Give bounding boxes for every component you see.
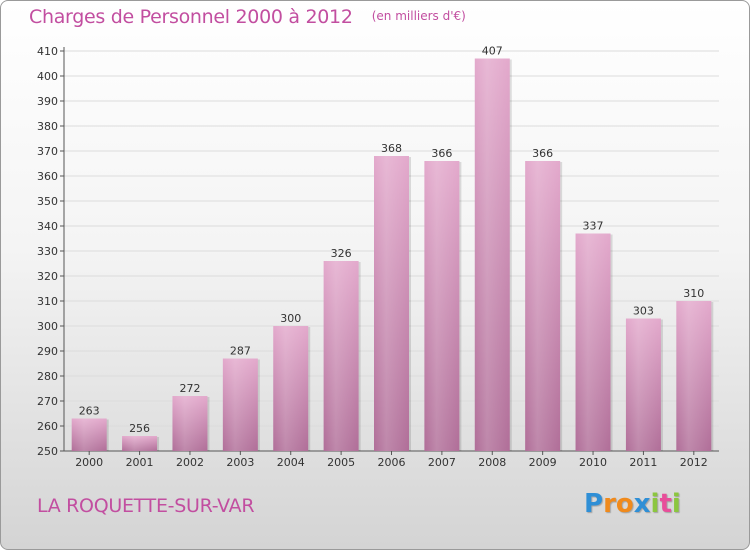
logo-letter: x	[633, 489, 651, 519]
y-tick-label: 400	[37, 70, 58, 83]
logo-letter: P	[584, 489, 604, 519]
bar-layer	[71, 58, 714, 451]
bar-highlight	[575, 233, 611, 451]
y-tick-label: 340	[37, 220, 58, 233]
bar-highlight	[625, 318, 661, 451]
proxiti-logo: Proxiti	[584, 489, 681, 519]
logo-letter: o	[615, 489, 634, 519]
y-tick-label: 320	[37, 270, 58, 283]
data-label: 368	[381, 142, 402, 155]
data-label: 263	[79, 405, 100, 418]
x-tick-label: 2005	[327, 456, 355, 469]
y-tick-label: 370	[37, 145, 58, 158]
bar-highlight	[374, 156, 409, 451]
data-label: 310	[683, 287, 704, 300]
data-label: 337	[583, 220, 604, 233]
logo-letter: t	[659, 489, 672, 519]
bar-highlight	[676, 301, 712, 451]
data-label: 272	[179, 382, 200, 395]
x-tick-label: 2002	[176, 456, 204, 469]
x-tick-label: 2011	[629, 456, 657, 469]
chart-subtitle: (en milliers d'€)	[371, 9, 466, 23]
label-layer: 2000 263 2001 256 2002 272 2003 287 2004 300 2005 3…	[75, 45, 708, 470]
y-tick-label: 310	[37, 295, 58, 308]
x-tick-label: 2006	[378, 456, 406, 469]
data-label: 407	[482, 45, 503, 58]
y-tick-label: 330	[37, 245, 58, 258]
y-tick-label: 410	[37, 45, 58, 58]
data-label: 303	[633, 305, 654, 318]
data-label: 287	[230, 345, 251, 358]
y-tick-label: 390	[37, 95, 58, 108]
bar-highlight	[71, 418, 107, 451]
y-tick-label: 290	[37, 345, 58, 358]
title-row: Charges de Personnel 2000 à 2012 (en mil…	[29, 6, 466, 28]
y-tick-label: 360	[37, 170, 58, 183]
bar-highlight	[525, 161, 561, 451]
chart-title: Charges de Personnel 2000 à 2012	[29, 6, 353, 28]
y-tick-label: 350	[37, 195, 58, 208]
x-tick-label: 2012	[680, 456, 708, 469]
bar-highlight	[424, 161, 460, 451]
bar-highlight	[122, 436, 158, 451]
data-label: 300	[280, 312, 301, 325]
bar-highlight	[273, 326, 309, 451]
bar-highlight	[323, 261, 359, 451]
y-tick-label: 280	[37, 370, 58, 383]
y-tick-label: 260	[37, 420, 58, 433]
bar-highlight	[474, 58, 510, 451]
x-tick-label: 2007	[428, 456, 456, 469]
data-label: 256	[129, 422, 150, 435]
data-label: 366	[431, 147, 452, 160]
x-tick-label: 2009	[529, 456, 557, 469]
bar-highlight	[172, 396, 208, 451]
logo-letter: i	[650, 489, 660, 519]
data-label: 366	[532, 147, 553, 160]
x-tick-label: 2008	[478, 456, 506, 469]
location-name: LA ROQUETTE-SUR-VAR	[37, 495, 255, 517]
x-tick-label: 2004	[277, 456, 305, 469]
x-tick-label: 2000	[75, 456, 103, 469]
x-tick-label: 2010	[579, 456, 607, 469]
axis-layer: 250 260 270 280 290 300 310 320 330 340 350 360 370 3…	[37, 45, 719, 458]
y-tick-label: 250	[37, 445, 58, 458]
logo-letter: r	[603, 489, 616, 519]
data-label: 326	[331, 247, 352, 260]
logo-letter: i	[671, 489, 681, 519]
x-tick-label: 2001	[126, 456, 154, 469]
y-tick-label: 380	[37, 120, 58, 133]
y-tick-label: 300	[37, 320, 58, 333]
bar-highlight	[222, 358, 258, 451]
y-tick-label: 270	[37, 395, 58, 408]
x-tick-label: 2003	[226, 456, 254, 469]
